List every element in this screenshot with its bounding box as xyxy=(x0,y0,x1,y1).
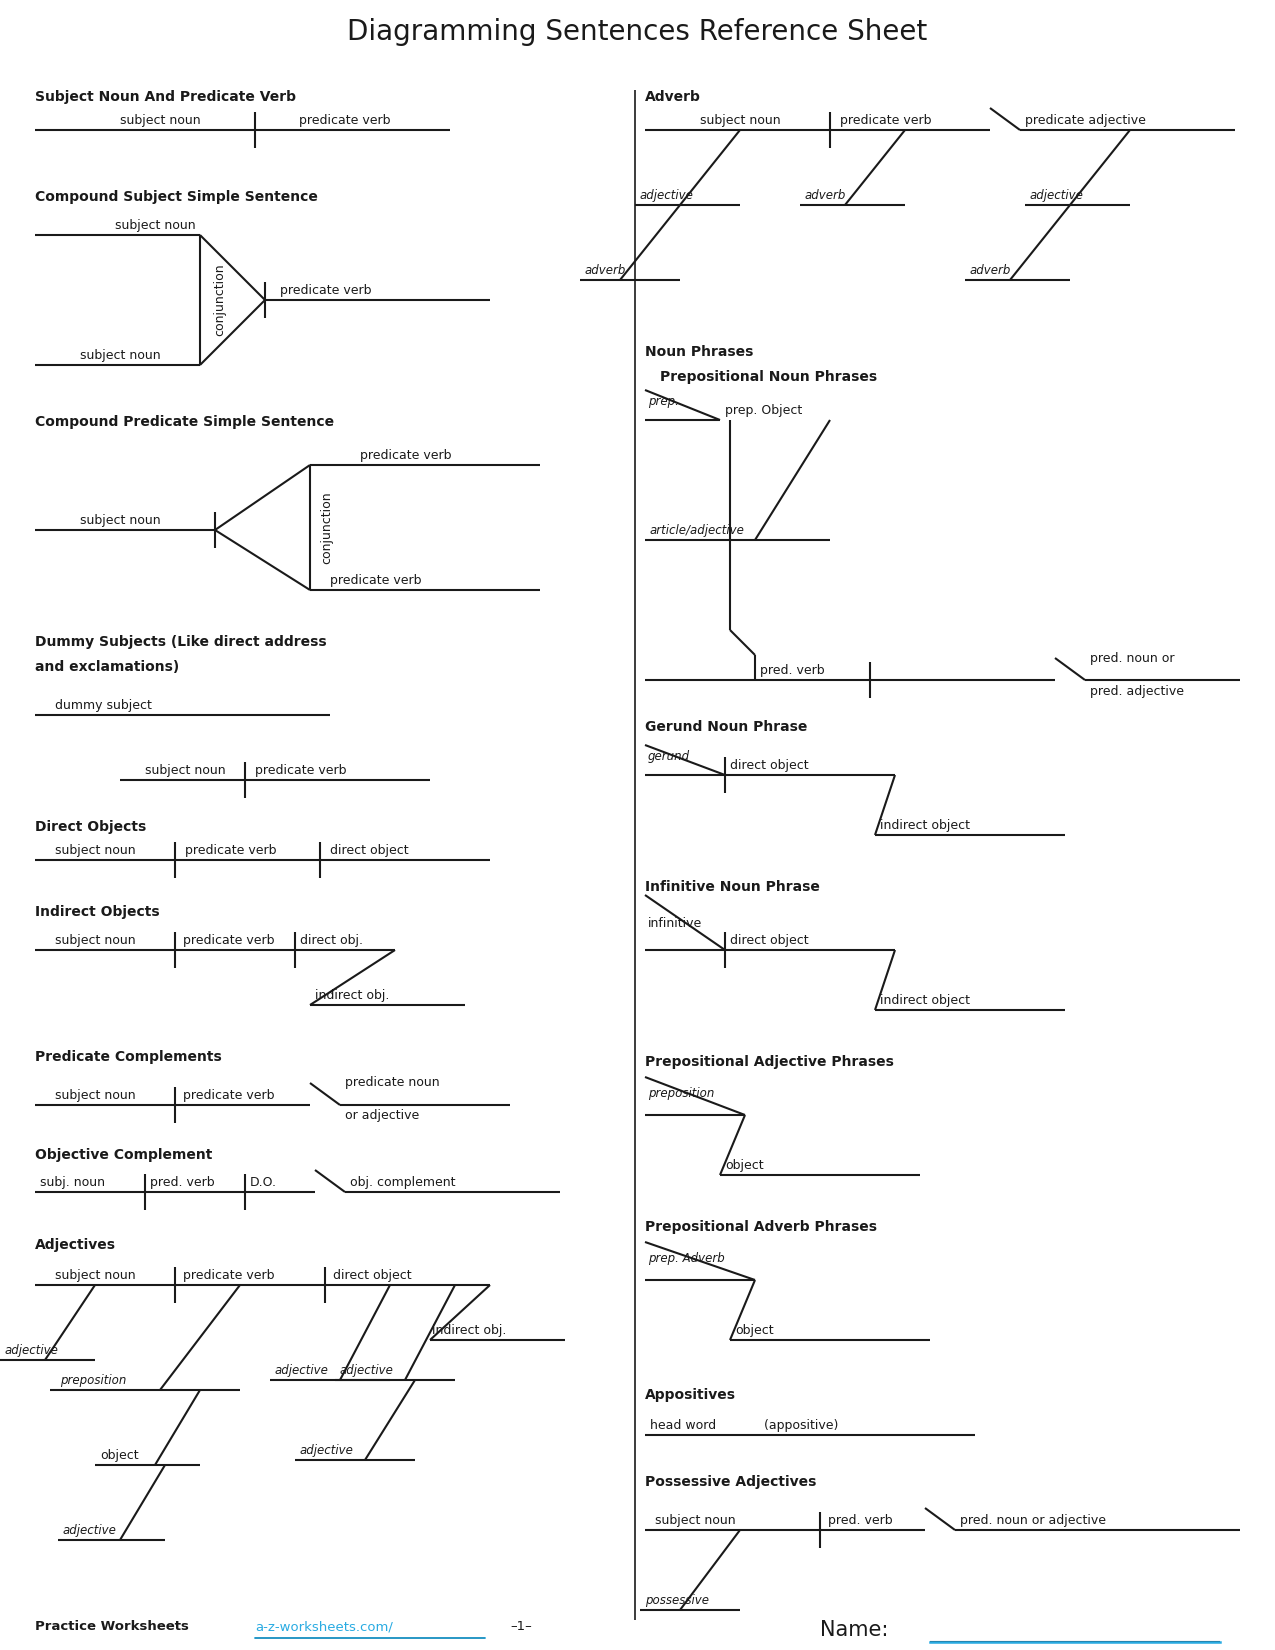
Text: predicate verb: predicate verb xyxy=(255,764,347,777)
Text: adjective: adjective xyxy=(340,1365,394,1378)
Text: Direct Objects: Direct Objects xyxy=(34,820,147,833)
Text: D.O.: D.O. xyxy=(250,1176,277,1190)
Text: Name:: Name: xyxy=(820,1620,889,1640)
Text: preposition: preposition xyxy=(648,1087,714,1101)
Text: predicate verb: predicate verb xyxy=(840,114,932,127)
Text: a-z-worksheets.com/: a-z-worksheets.com/ xyxy=(255,1620,393,1634)
Text: prep. Object: prep. Object xyxy=(725,404,802,417)
Text: pred. verb: pred. verb xyxy=(150,1176,214,1190)
Text: gerund: gerund xyxy=(648,751,690,762)
Text: pred. noun or: pred. noun or xyxy=(1090,652,1174,665)
Text: adjective: adjective xyxy=(5,1345,59,1356)
Text: predicate verb: predicate verb xyxy=(184,1089,274,1102)
Text: predicate verb: predicate verb xyxy=(185,845,277,856)
Text: subject noun: subject noun xyxy=(55,845,135,856)
Text: pred. adjective: pred. adjective xyxy=(1090,685,1184,698)
Text: Compound Predicate Simple Sentence: Compound Predicate Simple Sentence xyxy=(34,416,334,429)
Text: predicate verb: predicate verb xyxy=(280,284,371,297)
Text: Infinitive Noun Phrase: Infinitive Noun Phrase xyxy=(645,879,820,894)
Text: subject noun: subject noun xyxy=(115,219,195,233)
Text: predicate verb: predicate verb xyxy=(300,114,390,127)
Text: object: object xyxy=(725,1158,764,1172)
Text: pred. verb: pred. verb xyxy=(827,1515,892,1526)
Text: Subject Noun And Predicate Verb: Subject Noun And Predicate Verb xyxy=(34,91,296,104)
Text: subject noun: subject noun xyxy=(655,1515,736,1526)
Text: Prepositional Adjective Phrases: Prepositional Adjective Phrases xyxy=(645,1054,894,1069)
Text: subj. noun: subj. noun xyxy=(40,1176,105,1190)
Text: Diagramming Sentences Reference Sheet: Diagramming Sentences Reference Sheet xyxy=(347,18,927,46)
Text: subject noun: subject noun xyxy=(55,1269,135,1282)
Text: preposition: preposition xyxy=(60,1374,126,1388)
Text: dummy subject: dummy subject xyxy=(55,700,152,713)
Text: indirect object: indirect object xyxy=(880,818,970,832)
Text: Indirect Objects: Indirect Objects xyxy=(34,904,159,919)
Text: indirect obj.: indirect obj. xyxy=(315,988,389,1002)
Text: Appositives: Appositives xyxy=(645,1388,736,1402)
Text: object: object xyxy=(734,1323,774,1337)
Text: conjunction: conjunction xyxy=(320,492,333,564)
Text: Gerund Noun Phrase: Gerund Noun Phrase xyxy=(645,719,807,734)
Text: direct object: direct object xyxy=(333,1269,412,1282)
Text: Compound Subject Simple Sentence: Compound Subject Simple Sentence xyxy=(34,190,317,205)
Text: infinitive: infinitive xyxy=(648,917,703,931)
Text: and exclamations): and exclamations) xyxy=(34,660,180,673)
Text: obj. complement: obj. complement xyxy=(351,1176,455,1190)
Text: subject noun: subject noun xyxy=(700,114,780,127)
Text: direct object: direct object xyxy=(330,845,408,856)
Text: indirect object: indirect object xyxy=(880,993,970,1006)
Text: Possessive Adjectives: Possessive Adjectives xyxy=(645,1475,816,1488)
Text: adverb: adverb xyxy=(585,264,626,277)
Text: adverb: adverb xyxy=(805,190,847,201)
Text: adverb: adverb xyxy=(970,264,1011,277)
Text: adjective: adjective xyxy=(640,190,694,201)
Text: predicate adjective: predicate adjective xyxy=(1025,114,1146,127)
Text: predicate verb: predicate verb xyxy=(360,449,451,462)
Text: subject noun: subject noun xyxy=(80,350,161,361)
Text: pred. noun or adjective: pred. noun or adjective xyxy=(960,1515,1105,1526)
Text: subject noun: subject noun xyxy=(80,515,161,526)
Text: Adverb: Adverb xyxy=(645,91,701,104)
Text: article/adjective: article/adjective xyxy=(650,525,745,536)
Text: possessive: possessive xyxy=(645,1594,709,1607)
Text: Objective Complement: Objective Complement xyxy=(34,1148,213,1162)
Text: subject noun: subject noun xyxy=(55,934,135,947)
Text: Practice Worksheets: Practice Worksheets xyxy=(34,1620,189,1634)
Text: Prepositional Noun Phrases: Prepositional Noun Phrases xyxy=(660,370,877,384)
Text: subject noun: subject noun xyxy=(55,1089,135,1102)
Text: predicate verb: predicate verb xyxy=(184,1269,274,1282)
Text: Predicate Complements: Predicate Complements xyxy=(34,1049,222,1064)
Text: pred. verb: pred. verb xyxy=(760,663,825,676)
Text: direct object: direct object xyxy=(731,934,808,947)
Text: object: object xyxy=(99,1449,139,1462)
Text: (appositive): (appositive) xyxy=(760,1419,839,1432)
Text: adjective: adjective xyxy=(1030,190,1084,201)
Text: predicate noun: predicate noun xyxy=(346,1076,440,1089)
Text: –1–: –1– xyxy=(510,1620,532,1634)
Text: predicate verb: predicate verb xyxy=(330,574,422,587)
Text: Adjectives: Adjectives xyxy=(34,1238,116,1252)
Text: conjunction: conjunction xyxy=(213,264,226,337)
Text: Prepositional Adverb Phrases: Prepositional Adverb Phrases xyxy=(645,1219,877,1234)
Text: predicate verb: predicate verb xyxy=(184,934,274,947)
Text: Noun Phrases: Noun Phrases xyxy=(645,345,754,360)
Text: adjective: adjective xyxy=(275,1365,329,1378)
Text: direct obj.: direct obj. xyxy=(300,934,363,947)
Text: Dummy Subjects (Like direct address: Dummy Subjects (Like direct address xyxy=(34,635,326,648)
Text: prep. Adverb: prep. Adverb xyxy=(648,1252,724,1266)
Text: adjective: adjective xyxy=(300,1444,354,1457)
Text: indirect obj.: indirect obj. xyxy=(432,1323,506,1337)
Text: subject noun: subject noun xyxy=(145,764,226,777)
Text: prep.: prep. xyxy=(648,394,678,408)
Text: or adjective: or adjective xyxy=(346,1109,419,1122)
Text: subject noun: subject noun xyxy=(120,114,200,127)
Text: head word: head word xyxy=(650,1419,717,1432)
Text: adjective: adjective xyxy=(62,1525,117,1538)
Text: direct object: direct object xyxy=(731,759,808,772)
